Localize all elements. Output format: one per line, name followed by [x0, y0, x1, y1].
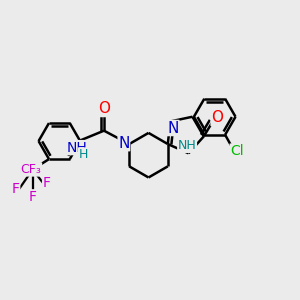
- Text: O: O: [99, 101, 111, 116]
- Text: O: O: [211, 110, 223, 125]
- Text: NH: NH: [178, 140, 196, 152]
- Text: N: N: [118, 136, 130, 151]
- Text: H: H: [79, 148, 88, 161]
- Text: F: F: [12, 182, 20, 196]
- Text: F: F: [28, 190, 37, 204]
- Text: CF₃: CF₃: [21, 163, 42, 176]
- Text: Cl: Cl: [230, 144, 244, 158]
- Text: NH: NH: [67, 141, 88, 154]
- Text: N: N: [167, 121, 179, 136]
- Text: F: F: [43, 176, 51, 190]
